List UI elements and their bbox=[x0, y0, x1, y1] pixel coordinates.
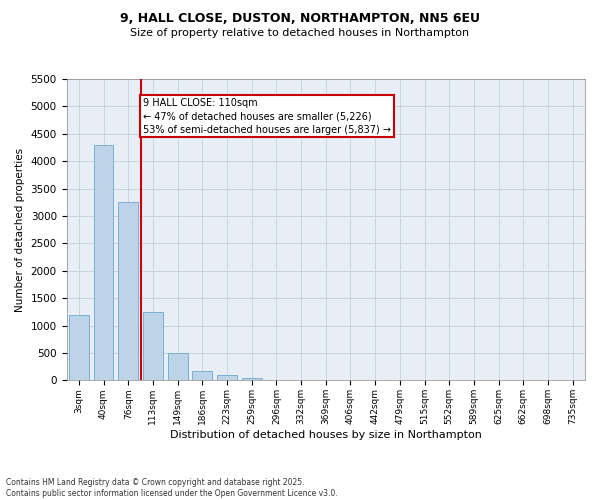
Y-axis label: Number of detached properties: Number of detached properties bbox=[15, 148, 25, 312]
Bar bbox=[69, 314, 89, 380]
Bar bbox=[168, 353, 188, 380]
Bar bbox=[143, 312, 163, 380]
Text: Size of property relative to detached houses in Northampton: Size of property relative to detached ho… bbox=[130, 28, 470, 38]
Bar bbox=[242, 378, 262, 380]
Bar bbox=[217, 375, 237, 380]
Text: Contains HM Land Registry data © Crown copyright and database right 2025.
Contai: Contains HM Land Registry data © Crown c… bbox=[6, 478, 338, 498]
Text: 9 HALL CLOSE: 110sqm
← 47% of detached houses are smaller (5,226)
53% of semi-de: 9 HALL CLOSE: 110sqm ← 47% of detached h… bbox=[143, 98, 391, 134]
Text: 9, HALL CLOSE, DUSTON, NORTHAMPTON, NN5 6EU: 9, HALL CLOSE, DUSTON, NORTHAMPTON, NN5 … bbox=[120, 12, 480, 26]
X-axis label: Distribution of detached houses by size in Northampton: Distribution of detached houses by size … bbox=[170, 430, 482, 440]
Bar bbox=[193, 371, 212, 380]
Bar bbox=[94, 145, 113, 380]
Bar bbox=[118, 202, 138, 380]
